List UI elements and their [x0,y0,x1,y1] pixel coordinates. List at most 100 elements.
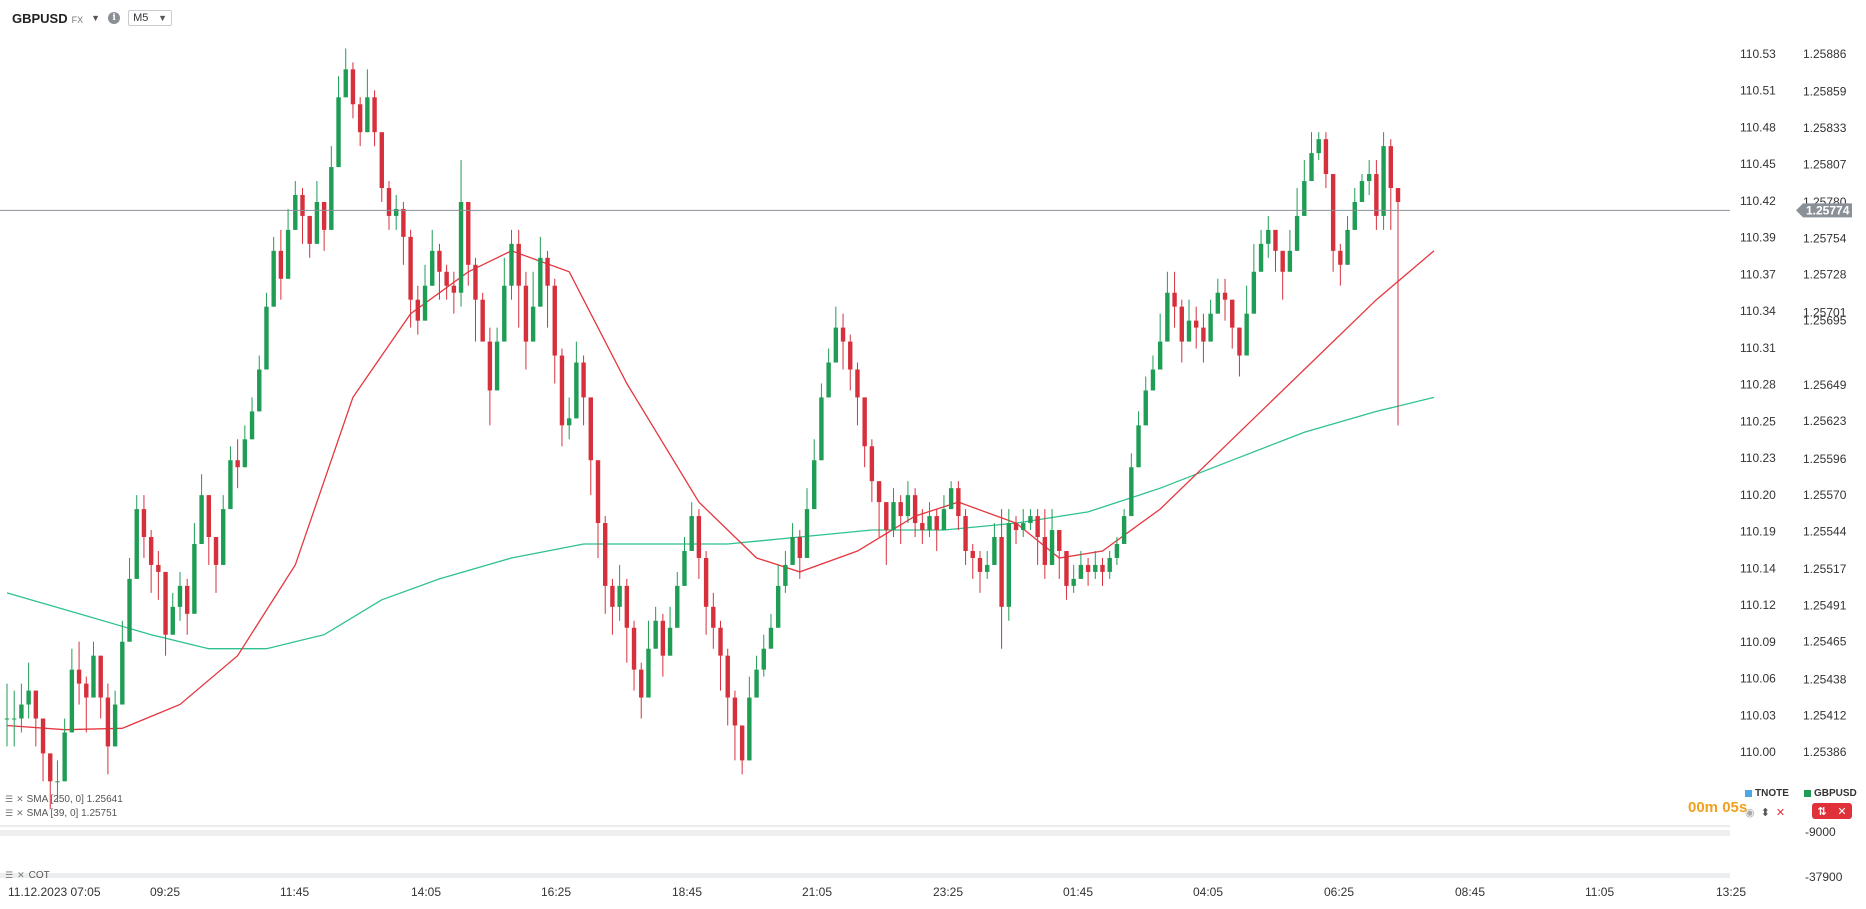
candle [177,571,183,621]
cot-axis-label: -37900 [1805,870,1843,884]
close-icon[interactable]: ✕ [1837,805,1847,818]
candle [1359,174,1365,202]
candle [884,502,889,565]
time-tick-label: 04:05 [1193,885,1223,899]
candle [141,495,147,558]
candle [4,683,10,747]
secondary-tick-label: 110.51 [1740,84,1776,98]
candle [509,229,514,300]
candle [1107,550,1112,579]
candle-body [977,557,983,572]
candle-body [617,585,622,607]
candle [725,648,730,726]
instrument-legend-gbpusd[interactable]: GBPUSD [1804,788,1857,799]
candle [1071,564,1076,593]
candle [1129,453,1134,517]
candle-body [1222,292,1228,300]
secondary-tick-label: 110.45 [1740,157,1776,171]
cot-legend[interactable]: ☰ ✕ COT [5,870,50,881]
indicator-legend-fast[interactable]: ☰ ✕ SMA [39, 0] 1.25751 [5,808,117,819]
candle [393,194,399,230]
candle [732,690,738,761]
instrument-legend-tnote[interactable]: TNOTE [1745,788,1789,799]
candle-body [920,523,925,531]
close-icon[interactable]: ✕ [17,870,25,880]
candle [26,662,31,719]
candle [1316,132,1321,161]
candle [1114,537,1120,565]
price-tick-label: 1.25754 [1803,231,1847,245]
candle [812,439,817,510]
secondary-tick-label: 110.28 [1740,378,1776,392]
close-icon[interactable]: ✕ [16,808,24,818]
candle-body [595,460,601,524]
symbol-dropdown-icon[interactable]: ▼ [91,13,101,23]
eye-icon[interactable]: ◉ [1745,807,1755,819]
candle-body [862,397,867,447]
time-tick-label: 09:25 [150,885,180,899]
candle [1230,299,1235,349]
candle-body [1193,320,1199,328]
reorder-icon[interactable]: ⇅ [1817,805,1827,818]
candle [466,201,471,286]
settings-lines-icon[interactable]: ☰ [5,794,14,804]
candle-body [249,411,255,440]
candle [545,250,550,328]
candle [430,229,435,286]
time-tick-label: 23:25 [933,885,963,899]
candle-body [516,243,521,286]
candle-body [840,327,846,342]
candle-body [19,704,24,719]
indicator-legend-slow[interactable]: ☰ ✕ SMA [250, 0] 1.25641 [5,794,123,805]
settings-lines-icon[interactable]: ☰ [5,870,14,880]
candle-body [401,208,406,237]
symbol-name[interactable]: GBPUSD [12,10,68,26]
candle [199,474,204,544]
candle [948,481,954,510]
candle [682,537,687,586]
gbpusd-controls[interactable]: ⇅ ✕ [1812,803,1852,819]
candle-body [1388,146,1393,189]
chart-gridlines [0,825,1730,878]
reorder-icon[interactable]: ⬍ [1760,807,1770,819]
price-tick-label: 1.25596 [1803,452,1847,466]
candle-body [1100,564,1105,572]
candle-body [458,201,464,293]
candle-body [1093,564,1098,572]
candle-body [696,516,702,558]
candle-body [1172,292,1177,307]
candle-body [285,229,291,279]
candle [538,236,543,307]
candle [660,613,666,677]
candle [184,578,190,635]
info-icon[interactable]: i [108,12,121,24]
timeframe-select[interactable]: M5 ▼ [128,10,173,26]
chevron-down-icon: ▼ [158,13,168,23]
time-tick-label: 14:05 [411,885,441,899]
candle-body [1323,139,1329,175]
candle-body [797,537,802,558]
price-tick-label: 1.25649 [1803,378,1847,392]
candle-body [739,725,745,761]
close-icon[interactable]: ✕ [16,794,24,804]
candle [408,229,413,328]
settings-lines-icon[interactable]: ☰ [5,808,14,818]
candle-body [1352,201,1357,230]
candle [293,181,298,230]
close-icon[interactable]: ✕ [1775,807,1786,819]
candle-body [1338,250,1343,265]
candle [91,641,96,698]
secondary-tick-label: 110.25 [1740,414,1776,428]
candle [379,132,384,202]
candle-body [725,655,730,698]
candle [170,592,175,635]
time-tick-label: 08:45 [1455,885,1485,899]
candle [768,613,774,649]
secondary-tick-label: 110.00 [1740,745,1776,759]
candle-body [1316,139,1321,154]
candle [422,264,428,321]
candle-body [509,243,514,286]
candle-body [199,495,204,544]
candle-body [1028,516,1033,524]
